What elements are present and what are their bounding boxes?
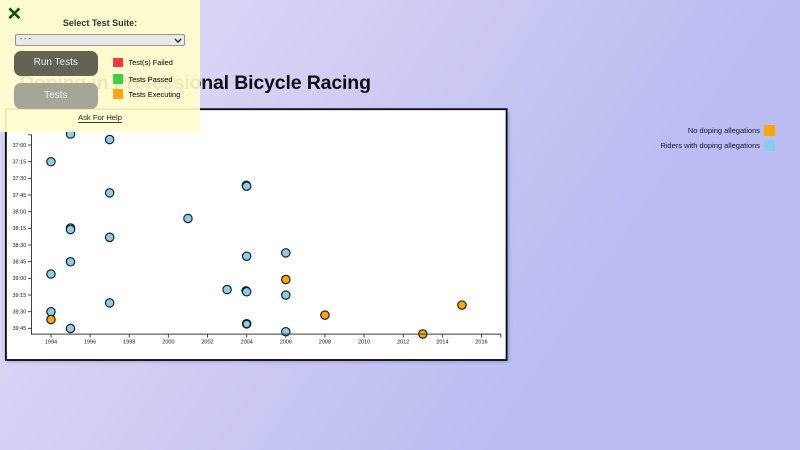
svg-text:2000: 2000 bbox=[162, 340, 174, 346]
svg-text:38:45: 38:45 bbox=[13, 259, 27, 265]
svg-text:1996: 1996 bbox=[84, 340, 96, 346]
svg-text:2016: 2016 bbox=[475, 340, 487, 346]
svg-text:37:00: 37:00 bbox=[13, 143, 27, 149]
svg-text:2004: 2004 bbox=[241, 340, 253, 346]
svg-text:2010: 2010 bbox=[358, 340, 370, 346]
svg-text:38:30: 38:30 bbox=[13, 243, 27, 249]
svg-text:39:30: 39:30 bbox=[13, 310, 27, 316]
svg-text:2006: 2006 bbox=[280, 340, 292, 346]
svg-text:1994: 1994 bbox=[45, 340, 57, 346]
svg-text:1998: 1998 bbox=[123, 340, 135, 346]
svg-text:2014: 2014 bbox=[436, 340, 448, 346]
svg-text:38:00: 38:00 bbox=[13, 209, 27, 215]
svg-text:2002: 2002 bbox=[201, 340, 213, 346]
svg-text:39:00: 39:00 bbox=[13, 276, 27, 282]
svg-text:2008: 2008 bbox=[319, 340, 331, 346]
svg-text:39:45: 39:45 bbox=[13, 326, 27, 332]
svg-text:2012: 2012 bbox=[397, 340, 409, 346]
svg-text:38:15: 38:15 bbox=[13, 226, 27, 232]
svg-text:37:45: 37:45 bbox=[13, 193, 27, 199]
svg-text:37:15: 37:15 bbox=[13, 159, 27, 165]
svg-text:37:30: 37:30 bbox=[13, 176, 27, 182]
svg-text:39:15: 39:15 bbox=[13, 293, 27, 299]
